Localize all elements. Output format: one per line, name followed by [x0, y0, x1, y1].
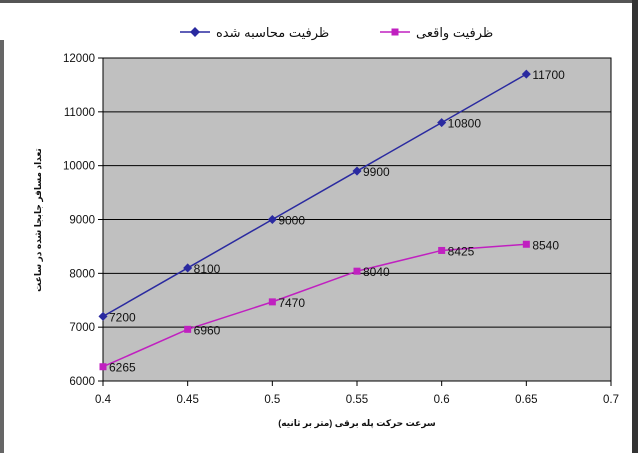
- series-2-data-label: 7470: [278, 296, 305, 310]
- y-tick-label: 7000: [69, 322, 95, 334]
- series-2: 6265 6960 7470 8040 8425 8540: [99, 238, 559, 375]
- y-tick-label: 9000: [69, 215, 95, 227]
- legend-marker-series-2: [391, 28, 399, 36]
- series-2-point: [184, 325, 192, 333]
- series-1: 7200 8100 9000 9900 10800 11700: [98, 68, 565, 324]
- series-1-data-label: 10800: [448, 117, 482, 131]
- series-1-point: [437, 118, 447, 128]
- frame-right-edge: [632, 0, 638, 453]
- y-tick-label: 12000: [63, 53, 95, 65]
- series-1-line: [102, 73, 527, 318]
- series-2-data-label: 8425: [448, 244, 475, 258]
- series-1-point: [183, 263, 193, 273]
- series-1-data-label: 8100: [194, 262, 221, 276]
- x-axis-ticks: 0.4 0.45 0.5 0.55 0.6 0.65 0.7: [95, 381, 619, 406]
- series-1-data-label: 9000: [278, 214, 305, 228]
- frame-left-edge: [0, 40, 4, 453]
- series-2-point: [268, 298, 276, 306]
- series-2-point: [438, 246, 446, 254]
- x-axis-title: سرعت حرکت پله برقی (متر بر ثانیه): [278, 418, 436, 429]
- y-tick-label: 11000: [64, 107, 95, 119]
- y-tick-label: 10000: [63, 161, 95, 173]
- legend-marker-series-1: [190, 27, 200, 37]
- series-2-point: [353, 267, 361, 275]
- legend: ظرفیت محاسبه شده ظرفیت واقعی: [180, 25, 493, 41]
- series-1-point: [98, 311, 108, 321]
- x-tick-label: 0.5: [264, 394, 280, 406]
- series-1-data-label: 7200: [109, 310, 136, 324]
- series-2-data-label: 6960: [194, 323, 221, 337]
- x-tick-label: 0.55: [346, 394, 368, 406]
- series-2-data-label: 6265: [109, 361, 136, 375]
- series-1-data-label: 9900: [363, 165, 390, 179]
- series-layer: 7200 8100 9000 9900 10800 11700 6265 6960 7470 80…: [98, 68, 565, 375]
- y-axis-title: تعداد مسافر جابجا شده در ساعت: [33, 148, 44, 292]
- series-1-data-label: 11700: [532, 68, 565, 82]
- y-axis-ticks: 6000 7000 8000 9000 10000 11000 12000: [63, 53, 103, 388]
- x-tick-label: 0.45: [176, 394, 198, 406]
- series-2-point: [522, 240, 530, 248]
- y-tick-label: 6000: [69, 376, 95, 388]
- series-2-line: [102, 243, 527, 368]
- x-tick-label: 0.4: [95, 394, 112, 406]
- x-tick-label: 0.7: [603, 394, 619, 406]
- series-1-point: [521, 69, 531, 79]
- series-2-point: [99, 363, 107, 371]
- series-2-data-label: 8040: [363, 265, 390, 279]
- legend-label-series-1: ظرفیت محاسبه شده: [216, 25, 329, 41]
- x-tick-label: 0.6: [434, 394, 450, 406]
- x-tick-label: 0.65: [515, 394, 537, 406]
- legend-label-series-2: ظرفیت واقعی: [416, 25, 493, 41]
- series-2-data-label: 8540: [532, 238, 559, 252]
- frame-top-edge: [0, 0, 638, 3]
- y-tick-label: 8000: [69, 268, 95, 280]
